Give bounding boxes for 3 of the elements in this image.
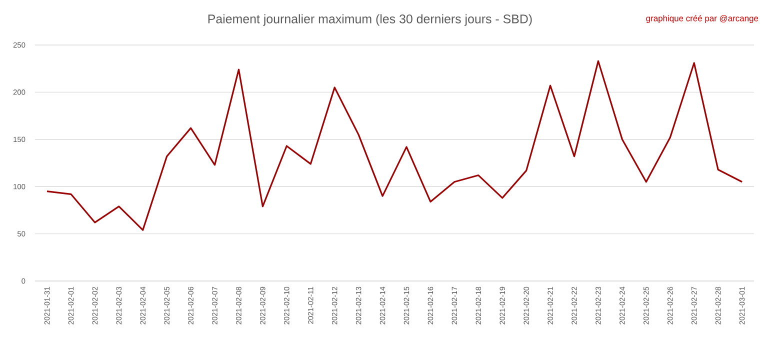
chart-title: Paiement journalier maximum (les 30 derniers jours - SBD) bbox=[208, 14, 532, 26]
line-series bbox=[46, 60, 743, 231]
text: graphique créé par @arcange bbox=[646, 15, 758, 23]
